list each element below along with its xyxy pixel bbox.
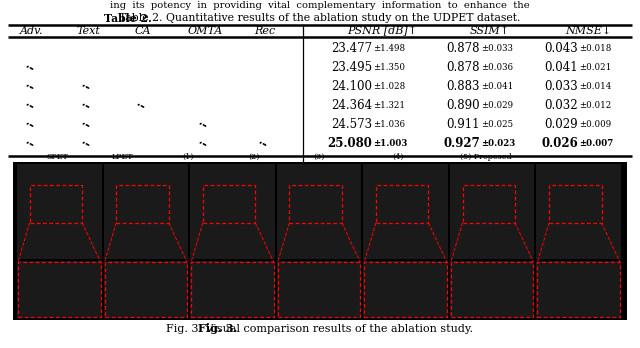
Bar [13,162,627,320]
Text: 0.033: 0.033 [544,80,578,93]
Text: 23.477: 23.477 [331,42,372,55]
Text: OMTA: OMTA [188,25,223,35]
Text: SPET: SPET [46,153,68,161]
Text: ±0.012: ±0.012 [579,101,611,110]
Bar [116,185,169,223]
Bar [104,261,188,318]
Text: ±1.036: ±1.036 [373,120,405,129]
Bar [364,262,447,317]
Text: NMSE↓: NMSE↓ [565,25,611,35]
Text: 24.100: 24.100 [331,80,372,93]
Text: 0.890: 0.890 [446,99,480,112]
Bar [549,185,602,223]
Bar [364,261,448,318]
Bar [463,185,515,223]
Text: ±0.023: ±0.023 [481,139,515,148]
Text: ±0.018: ±0.018 [579,44,611,53]
Text: (5) Proposed: (5) Proposed [460,153,511,161]
Text: (4): (4) [393,153,404,161]
Bar [289,185,342,223]
Bar [536,261,621,318]
Text: 0.927: 0.927 [444,137,480,150]
Text: (3): (3) [314,153,325,161]
Bar [276,261,362,318]
Text: 24.573: 24.573 [331,118,372,131]
Text: 0.032: 0.032 [545,99,578,112]
Text: ±1.003: ±1.003 [373,139,408,148]
Text: ±1.028: ±1.028 [373,82,405,91]
Text: ±0.021: ±0.021 [579,63,611,72]
Bar [450,261,534,318]
Text: 0.043: 0.043 [544,42,578,55]
Text: (1): (1) [182,153,194,161]
Text: ±0.014: ±0.014 [579,82,611,91]
Text: 24.364: 24.364 [331,99,372,112]
Bar [17,261,102,318]
Text: Table 2.: Table 2. [104,13,152,24]
Text: Rec: Rec [254,25,276,35]
Bar [104,164,188,259]
Bar [29,185,82,223]
Bar [104,262,187,317]
Text: 0.883: 0.883 [447,80,480,93]
Text: Fig. 3. Visual comparison results of the ablation study.: Fig. 3. Visual comparison results of the… [166,324,474,334]
Bar [191,262,274,317]
Bar [538,262,620,317]
Text: ±1.350: ±1.350 [373,63,405,72]
Text: PSNR [dB]↑: PSNR [dB]↑ [347,25,417,35]
Text: 0.878: 0.878 [447,42,480,55]
Text: Fig. 3.: Fig. 3. [198,323,237,334]
Text: SSIM↑: SSIM↑ [470,25,510,35]
Text: ±0.025: ±0.025 [481,120,513,129]
Text: Text: Text [76,25,100,35]
Text: ing  its  potency  in  providing  vital  complementary  information  to  enhance: ing its potency in providing vital compl… [110,1,530,10]
Text: 25.080: 25.080 [327,137,372,150]
Text: Table 2. Quantitative results of the ablation study on the UDPET dataset.: Table 2. Quantitative results of the abl… [119,13,521,23]
Text: LPET: LPET [111,153,133,161]
Bar [376,185,428,223]
Bar [190,164,275,259]
Text: ±0.041: ±0.041 [481,82,513,91]
Bar [203,185,255,223]
Text: ±0.029: ±0.029 [481,101,513,110]
Bar [451,262,533,317]
Text: (2): (2) [248,153,259,161]
Text: 0.878: 0.878 [447,61,480,74]
Bar [450,164,534,259]
Text: 0.041: 0.041 [545,61,578,74]
Text: ±0.009: ±0.009 [579,120,611,129]
Text: ±0.036: ±0.036 [481,63,513,72]
Text: Adv.: Adv. [20,25,44,35]
Bar [190,261,275,318]
Text: ±0.007: ±0.007 [579,139,613,148]
Bar [364,164,448,259]
Bar [17,164,102,259]
Bar [18,262,100,317]
Bar [278,262,360,317]
Text: ±0.033: ±0.033 [481,44,513,53]
Text: ±1.321: ±1.321 [373,101,405,110]
Text: 0.026: 0.026 [541,137,578,150]
Bar [276,164,362,259]
Text: ±1.498: ±1.498 [373,44,405,53]
Text: 23.495: 23.495 [331,61,372,74]
Bar [536,164,621,259]
Text: 0.911: 0.911 [447,118,480,131]
Text: CA: CA [135,25,151,35]
Text: 0.029: 0.029 [545,118,578,131]
